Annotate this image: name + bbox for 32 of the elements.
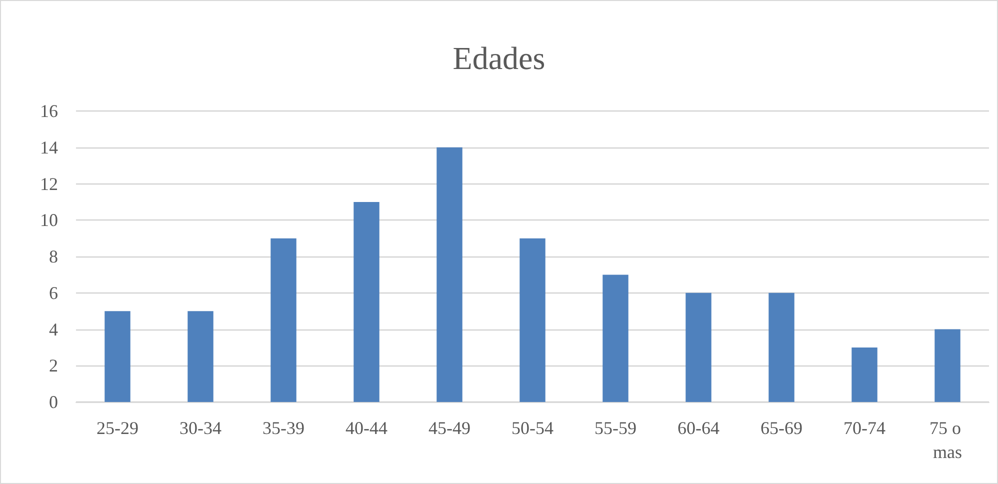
x-tick-label: 55-59 [594,418,636,438]
x-tick-label: 45-49 [428,418,470,438]
bar [686,292,712,402]
x-tick-label: 50-54 [512,418,554,438]
bar [520,238,546,402]
x-tick-label: 70-74 [844,418,886,438]
bar [104,311,130,402]
x-tick-label: 35-39 [262,418,304,438]
y-tick-label: 4 [49,319,58,340]
bar [270,238,296,402]
x-tick-label: 65-69 [760,418,802,438]
y-tick-label: 8 [49,246,58,266]
x-tick-label: 60-64 [678,418,720,438]
bar [768,292,794,402]
y-tick-label: 0 [49,392,58,412]
bar [934,329,960,402]
chart-title: Edades [452,40,546,76]
y-tick-label: 16 [40,101,58,121]
y-tick-label: 14 [40,137,58,158]
y-tick-label: 6 [49,282,58,303]
y-tick-label: 2 [49,356,58,376]
x-tick-label: 25-29 [96,418,138,438]
bar [852,347,878,402]
bar [354,202,380,402]
bar [602,274,628,402]
x-tick-label: 30-34 [180,418,222,438]
x-tick-label: 40-44 [346,418,388,438]
x-tick-label: 75 o mas [930,418,966,462]
bar [436,147,462,402]
y-tick-label: 10 [40,210,58,230]
y-tick-label: 12 [40,174,58,194]
bar [188,311,214,402]
